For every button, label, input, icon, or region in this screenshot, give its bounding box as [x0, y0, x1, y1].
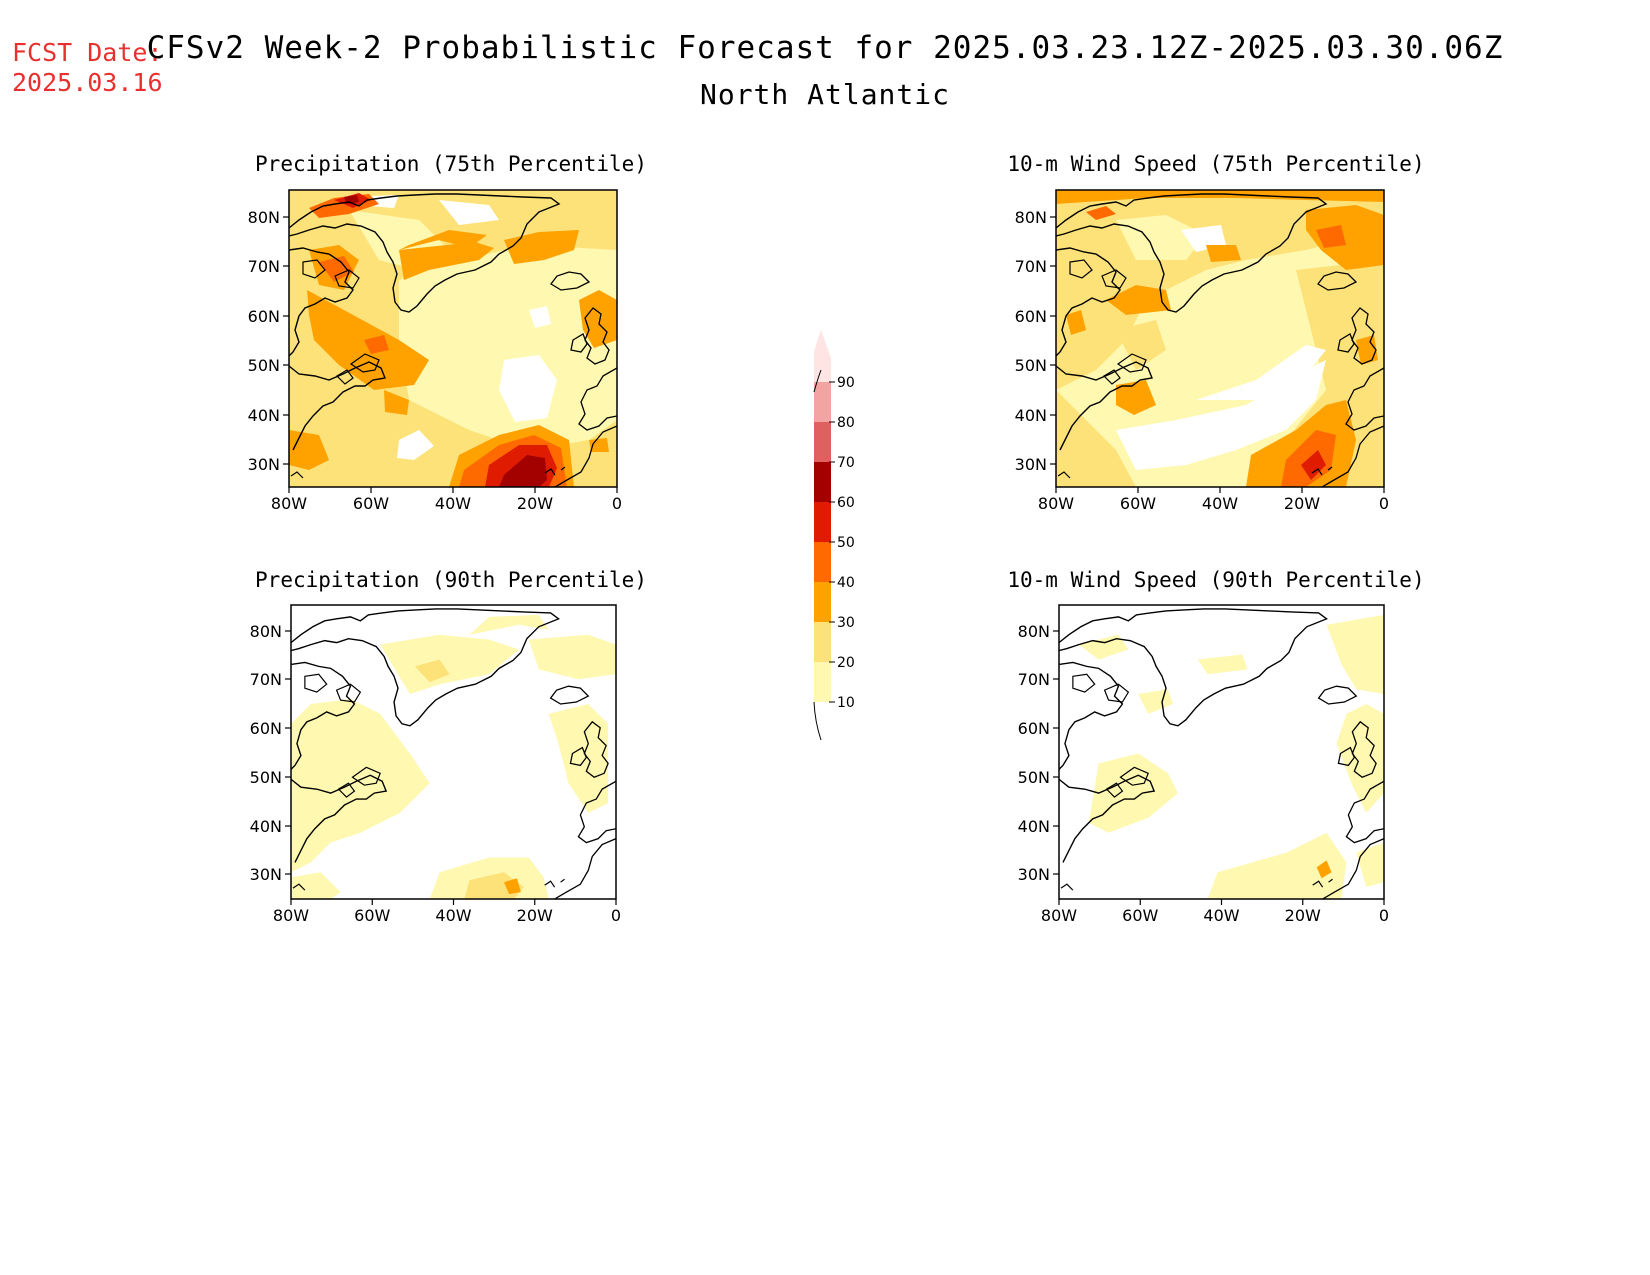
colorbar-swatch — [814, 382, 831, 422]
map-wind-90 — [1058, 604, 1385, 900]
lat-tick-label: 70N — [1018, 670, 1050, 689]
colorbar-tail — [813, 701, 822, 741]
map-precip-75 — [288, 189, 618, 488]
lat-tick-label: 60N — [1015, 307, 1047, 326]
lon-tick-label: 40W — [1203, 906, 1239, 925]
page-subtitle: North Atlantic — [699, 78, 950, 111]
lat-tick-label: 50N — [248, 356, 280, 375]
lon-tick-label: 0 — [611, 906, 621, 925]
lon-tick-label: 20W — [517, 494, 553, 513]
panel-title-precip-90: Precipitation (90th Percentile) — [255, 568, 647, 592]
colorbar-label: 90 — [837, 375, 855, 391]
colorbar-swatch — [814, 462, 831, 502]
lat-tick-label: 30N — [1018, 865, 1050, 884]
lon-tick-label: 20W — [1284, 494, 1320, 513]
colorbar-label: 80 — [837, 415, 855, 431]
lat-tick-label: 50N — [1018, 768, 1050, 787]
panel-title-wind-90: 10-m Wind Speed (90th Percentile) — [1007, 568, 1424, 592]
colorbar-swatch — [814, 422, 831, 462]
lat-tick-label: 60N — [248, 307, 280, 326]
lon-tick-label: 40W — [435, 906, 471, 925]
lat-tick-label: 70N — [248, 257, 280, 276]
colorbar-swatch — [814, 502, 831, 542]
colorbar-label: 10 — [837, 695, 855, 711]
colorbar-label: 20 — [837, 655, 855, 671]
lat-tick-label: 30N — [1015, 455, 1047, 474]
panel-title-precip-75: Precipitation (75th Percentile) — [255, 152, 647, 176]
lon-tick-label: 80W — [1038, 494, 1074, 513]
lat-tick-label: 80N — [1018, 622, 1050, 641]
panel-precip-90: Precipitation (90th Percentile) — [255, 568, 647, 900]
colorbar-label: 30 — [837, 615, 855, 631]
lat-tick-label: 60N — [250, 719, 282, 738]
lat-tick-label: 30N — [250, 865, 282, 884]
colorbar-label: 50 — [837, 535, 855, 551]
panel-wind-75: 10-m Wind Speed (75th Percentile) — [1007, 152, 1425, 488]
lon-tick-label: 0 — [1379, 494, 1389, 513]
forecast-date-value: 2025.03.16 — [12, 68, 163, 97]
lon-tick-label: 60W — [353, 494, 389, 513]
lat-tick-label: 50N — [1015, 356, 1047, 375]
lat-tick-label: 40N — [248, 406, 280, 425]
lat-tick-label: 80N — [250, 622, 282, 641]
lat-tick-label: 60N — [1018, 719, 1050, 738]
colorbar-swatch — [814, 622, 831, 662]
lon-tick-label: 60W — [1120, 494, 1156, 513]
lat-tick-label: 40N — [1015, 406, 1047, 425]
colorbar-swatch — [814, 582, 831, 622]
colorbar-swatch — [814, 662, 831, 702]
forecast-date-label: FCST Date: — [12, 38, 163, 67]
colorbar: 10 20 30 40 50 60 70 80 90 — [813, 330, 855, 741]
colorbar-label: 40 — [837, 575, 855, 591]
lat-tick-label: 30N — [248, 455, 280, 474]
colorbar-label: 60 — [837, 495, 855, 511]
lon-tick-label: 60W — [1122, 906, 1158, 925]
lat-tick-label: 40N — [250, 817, 282, 836]
lon-tick-label: 20W — [517, 906, 553, 925]
lon-tick-label: 80W — [1041, 906, 1077, 925]
lat-tick-label: 70N — [1015, 257, 1047, 276]
lat-tick-label: 50N — [250, 768, 282, 787]
colorbar-swatch — [814, 330, 831, 382]
panel-title-wind-75: 10-m Wind Speed (75th Percentile) — [1007, 152, 1424, 176]
map-precip-90 — [290, 604, 617, 900]
panel-precip-75: Precipitation (75th Percentile) — [255, 152, 647, 488]
lat-tick-label: 40N — [1018, 817, 1050, 836]
lon-tick-label: 20W — [1285, 906, 1321, 925]
forecast-date: FCST Date: 2025.03.16 — [12, 38, 163, 98]
lat-tick-label: 80N — [248, 208, 280, 227]
lon-tick-label: 80W — [271, 494, 307, 513]
colorbar-swatch — [814, 542, 831, 582]
colorbar-top-tail — [813, 369, 822, 393]
colorbar-label: 70 — [837, 455, 855, 471]
page-title: CFSv2 Week-2 Probabilistic Forecast for … — [146, 30, 1504, 66]
lat-tick-label: 70N — [250, 670, 282, 689]
lat-tick-label: 80N — [1015, 208, 1047, 227]
lon-tick-label: 80W — [273, 906, 309, 925]
map-wind-75 — [1055, 189, 1385, 488]
lon-tick-label: 40W — [1202, 494, 1238, 513]
lon-tick-label: 40W — [435, 494, 471, 513]
lon-tick-label: 0 — [1379, 906, 1389, 925]
panel-wind-90: 10-m Wind Speed (90th Percentile) — [1007, 568, 1425, 900]
axes-layer: 80W 60W 40W 20W 0 80N 70N 60N 50N 40N 30N 80W 60W 40W… — [248, 208, 1389, 925]
lon-tick-label: 0 — [612, 494, 622, 513]
lon-tick-label: 60W — [354, 906, 390, 925]
